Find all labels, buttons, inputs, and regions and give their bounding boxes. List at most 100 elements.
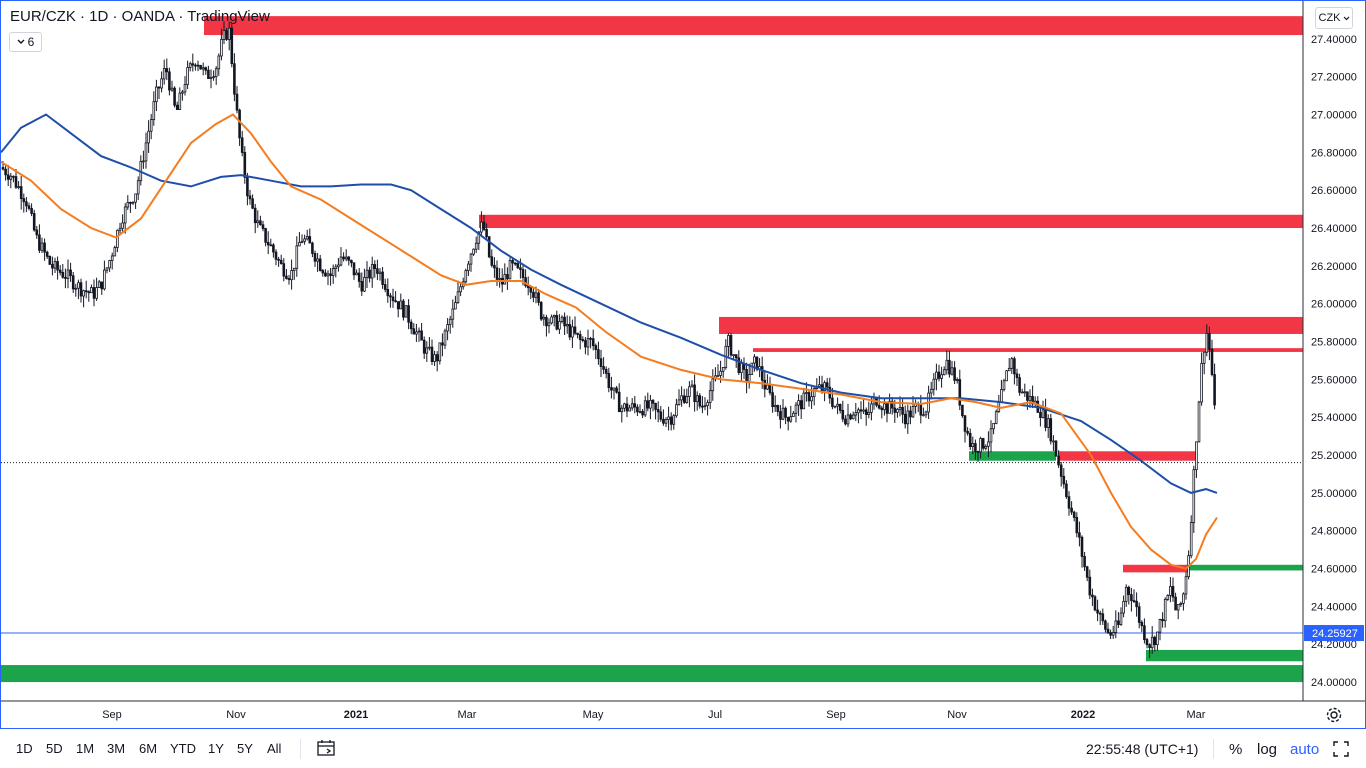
price-chart[interactable]: 24.00000 24.20000 24.40000 24.60000 24.80000…	[1, 1, 1365, 728]
candle-body	[316, 258, 319, 262]
percent-scale-button[interactable]: %	[1229, 741, 1243, 758]
x-axis[interactable]: Sep Nov 2021 Mar May Jul Sep Nov 2022 Mar	[102, 709, 1206, 721]
candle-body	[344, 256, 348, 260]
candle-body	[1124, 586, 1128, 602]
candle-body	[919, 403, 923, 416]
candle-body	[183, 84, 187, 93]
range-5d-button[interactable]: 5D	[46, 741, 63, 756]
candle-body	[389, 295, 392, 298]
candle-body	[662, 418, 665, 424]
candle-body	[745, 369, 748, 383]
candle-body	[976, 451, 980, 453]
indicator-toggle-button[interactable]: 6	[9, 32, 42, 52]
candle-body	[1169, 586, 1172, 596]
candle-body	[422, 339, 426, 354]
candle-body	[1101, 613, 1105, 622]
candle-body	[1161, 619, 1164, 622]
candle-body	[779, 411, 782, 420]
candle-body	[524, 277, 527, 287]
candle-body	[677, 399, 681, 406]
candle-body	[394, 300, 397, 303]
candle-body	[110, 255, 114, 261]
candle-body	[474, 242, 478, 250]
candle-body	[337, 264, 340, 268]
currency-button[interactable]: CZK	[1315, 7, 1353, 29]
x-tick-label: Mar	[458, 709, 477, 721]
candle-body	[690, 384, 694, 388]
candle-body	[1067, 496, 1071, 509]
candle-body	[66, 269, 70, 279]
candle-body	[373, 264, 377, 270]
range-1m-button[interactable]: 1M	[76, 741, 95, 756]
candle-body	[160, 78, 163, 89]
y-tick-label: 26.20000	[1311, 261, 1357, 273]
candle-body	[56, 261, 59, 271]
candle-body	[201, 67, 205, 70]
range-ytd-button[interactable]: YTD	[170, 741, 196, 756]
candle-body	[97, 281, 101, 288]
candle-body	[901, 406, 904, 415]
candle-body	[433, 354, 436, 362]
candle-body	[737, 357, 741, 374]
candle-body	[1015, 373, 1019, 379]
candle-body	[1062, 475, 1066, 485]
candle-body	[399, 300, 403, 310]
y-axis[interactable]: 24.00000 24.20000 24.40000 24.60000 24.80000…	[1311, 34, 1357, 689]
candle-body	[173, 87, 176, 106]
fullscreen-icon[interactable]	[1333, 741, 1349, 757]
candle-body	[922, 414, 925, 417]
candle-body	[58, 269, 62, 273]
candle-body	[1163, 598, 1167, 622]
range-6m-button[interactable]: 6M	[139, 741, 158, 756]
range-1y-button[interactable]: 1Y	[208, 741, 224, 756]
candle-body	[940, 374, 943, 379]
range-1d-button[interactable]: 1D	[16, 741, 33, 756]
indicator-count: 6	[27, 35, 35, 49]
gear-icon[interactable]	[1324, 705, 1344, 725]
candle-body	[1150, 636, 1154, 649]
candle-body	[685, 396, 689, 403]
candle-body	[542, 316, 546, 320]
candle-body	[396, 301, 400, 310]
auto-scale-button[interactable]: auto	[1290, 741, 1320, 758]
calendar-range-icon[interactable]	[316, 739, 336, 757]
candle-body	[545, 316, 548, 327]
supply-zone	[204, 16, 1303, 36]
clock-display[interactable]: 22:55:48 (UTC+1)	[1086, 741, 1199, 757]
candle-body	[1104, 620, 1107, 630]
candle-body	[339, 256, 343, 266]
candle-body	[924, 411, 928, 416]
candle-body	[1184, 576, 1188, 595]
candle-body	[794, 404, 798, 414]
candle-body	[888, 400, 891, 414]
candle-body	[118, 227, 122, 231]
candle-body	[529, 287, 533, 293]
candle-body	[472, 248, 475, 255]
candle-body	[1171, 586, 1175, 598]
candle-body	[209, 77, 213, 79]
range-5y-button[interactable]: 5Y	[237, 741, 253, 756]
range-all-button[interactable]: All	[267, 741, 282, 756]
range-3m-button[interactable]: 3M	[107, 741, 126, 756]
candle-body	[1158, 619, 1162, 633]
candle-body	[285, 275, 288, 279]
chart-title: EUR/CZK · 1D · OANDA · TradingView	[10, 8, 270, 25]
candle-body	[883, 403, 886, 411]
log-scale-button[interactable]: log	[1257, 741, 1278, 758]
candle-body	[404, 305, 408, 318]
y-tick-label: 25.00000	[1311, 488, 1357, 500]
candle-body	[667, 416, 670, 420]
candle-body	[454, 302, 457, 310]
candle-body	[69, 269, 72, 277]
candle-body	[142, 160, 145, 163]
candle-body	[230, 27, 234, 65]
candle-body	[1210, 348, 1214, 375]
candle-body	[1085, 566, 1089, 578]
candle-body	[838, 403, 842, 411]
candle-body	[17, 186, 20, 189]
candle-body	[987, 441, 990, 447]
candle-body	[90, 287, 93, 294]
candle-body	[53, 261, 57, 269]
candle-body	[948, 359, 951, 375]
candle-body	[1072, 511, 1076, 518]
